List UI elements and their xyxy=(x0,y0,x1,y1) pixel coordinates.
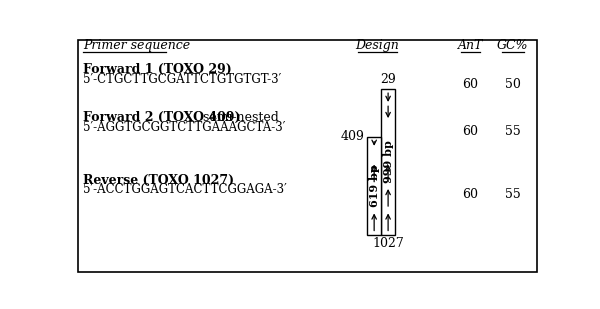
Text: 60: 60 xyxy=(462,188,478,201)
Text: Forward 2 (TOXO 409): Forward 2 (TOXO 409) xyxy=(83,111,240,124)
Text: 29: 29 xyxy=(380,73,396,86)
Text: Design: Design xyxy=(355,39,399,52)
Text: 409: 409 xyxy=(340,130,364,143)
Text: 55: 55 xyxy=(505,188,521,201)
Text: AnT: AnT xyxy=(458,39,483,52)
Text: Primer sequence: Primer sequence xyxy=(83,39,190,52)
Text: 5′-ACCTGGAGTCACTTCGGAGA-3′: 5′-ACCTGGAGTCACTTCGGAGA-3′ xyxy=(83,184,287,197)
Text: GC%: GC% xyxy=(497,39,529,52)
Text: semi-nested: semi-nested xyxy=(199,111,279,124)
Bar xyxy=(381,89,395,235)
Text: 60: 60 xyxy=(462,125,478,138)
Text: 55: 55 xyxy=(505,125,521,138)
Bar xyxy=(367,137,381,235)
Text: 5′-CTGCTTGCGATTCTGTGTGT-3′: 5′-CTGCTTGCGATTCTGTGTGT-3′ xyxy=(83,73,281,86)
Text: 50: 50 xyxy=(505,78,521,91)
Text: 60: 60 xyxy=(462,78,478,91)
Text: 619 bp: 619 bp xyxy=(368,165,380,207)
Text: Reverse (TOXO 1027): Reverse (TOXO 1027) xyxy=(83,173,234,186)
Text: 1027: 1027 xyxy=(372,236,404,249)
Text: 5′-AGGTGCGGTCTTGAAAGCTA-3′: 5′-AGGTGCGGTCTTGAAAGCTA-3′ xyxy=(83,121,285,134)
Text: Forward 1 (TOXO 29): Forward 1 (TOXO 29) xyxy=(83,63,232,76)
Text: 999 bp: 999 bp xyxy=(383,140,394,183)
